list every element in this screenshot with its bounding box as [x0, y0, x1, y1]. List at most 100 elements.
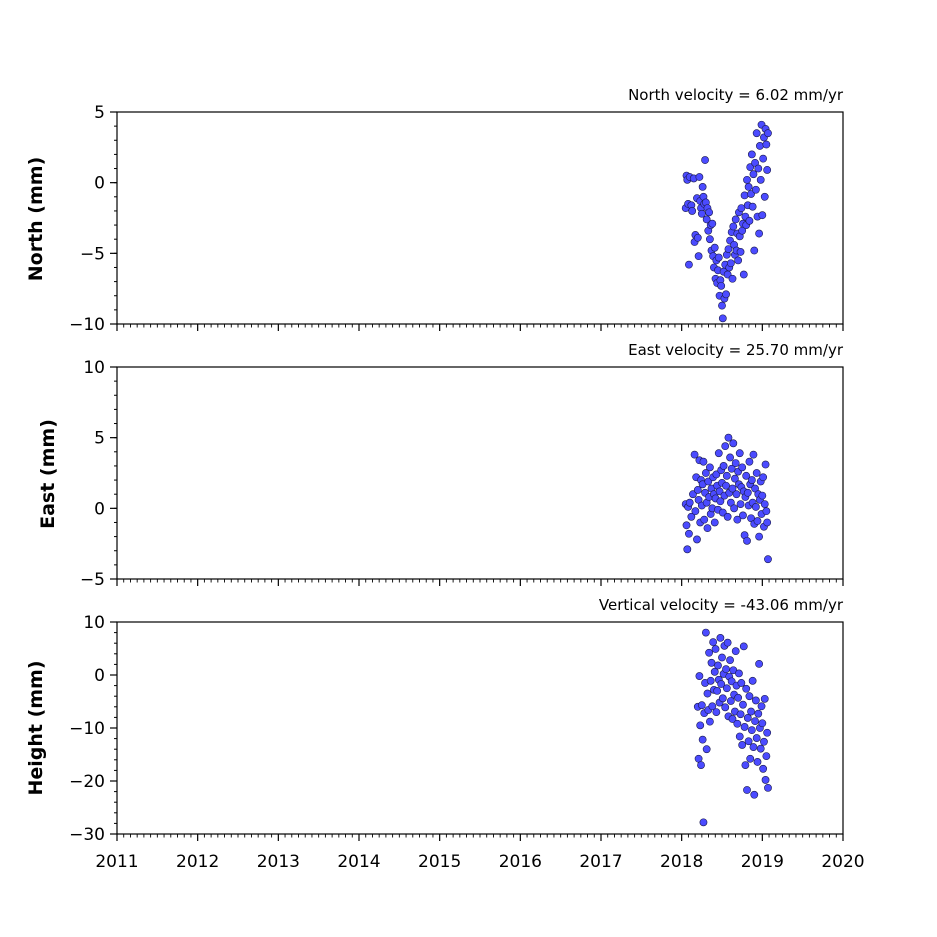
- data-point-north: [747, 150, 756, 159]
- data-point-height: [713, 687, 722, 695]
- data-point-height: [760, 694, 769, 703]
- data-point-north: [752, 129, 761, 138]
- data-point-north: [734, 256, 743, 265]
- panel-title-east: East velocity = 25.70 mm/yr: [628, 341, 844, 359]
- data-point-height: [718, 653, 726, 662]
- data-point-height: [714, 661, 722, 670]
- data-point-height: [696, 721, 705, 730]
- data-point-east: [731, 474, 739, 483]
- data-point-east: [724, 433, 733, 442]
- data-point-height: [761, 776, 770, 784]
- x-tick-label: 2013: [257, 852, 300, 872]
- y-tick-label: 5: [94, 429, 105, 449]
- data-point-height: [708, 702, 717, 711]
- y-tick-label: −30: [69, 825, 105, 845]
- data-point-east: [693, 486, 702, 494]
- data-point-north: [745, 216, 754, 225]
- x-tick-label: 2016: [499, 852, 542, 872]
- data-point-east: [685, 529, 693, 538]
- data-point-north: [706, 235, 714, 244]
- data-point-north: [763, 166, 772, 174]
- data-point-east: [728, 484, 737, 493]
- data-point-east: [683, 545, 692, 554]
- data-point-east: [726, 453, 734, 462]
- data-point-east: [739, 511, 747, 520]
- plot-area-height: 10 0 −10 −20 −30 2011 2012 2013 2014 2015 2016 2017…: [69, 613, 865, 872]
- data-point-east: [700, 515, 709, 524]
- data-point-east: [721, 442, 730, 451]
- data-point-height: [735, 669, 743, 678]
- data-point-north: [722, 290, 730, 299]
- data-point-height: [758, 719, 767, 728]
- data-point-east: [685, 498, 694, 507]
- data-point-height: [746, 754, 755, 763]
- data-point-height: [721, 703, 730, 712]
- data-point-height: [755, 659, 764, 668]
- data-point-height: [706, 676, 715, 685]
- y-tick-label: 5: [94, 103, 105, 123]
- data-point-east: [761, 460, 770, 469]
- data-point-height: [698, 735, 707, 744]
- data-point-height: [735, 732, 744, 741]
- data-point-height: [748, 676, 757, 685]
- data-point-east: [760, 500, 769, 508]
- data-point-height: [760, 737, 768, 746]
- data-point-east: [755, 532, 764, 541]
- data-point-east: [722, 481, 730, 490]
- panel-title-north: North velocity = 6.02 mm/yr: [628, 86, 844, 104]
- data-point-north: [759, 154, 768, 163]
- data-point-height: [733, 719, 742, 728]
- data-point-north: [756, 142, 764, 150]
- data-point-height: [699, 818, 708, 827]
- data-point-east: [701, 469, 710, 477]
- data-point-north: [737, 204, 746, 213]
- data-point-height: [751, 696, 760, 705]
- y-axis-label-height: Height (mm): [25, 660, 47, 795]
- y-tick-label: 0: [94, 666, 105, 686]
- data-point-north: [750, 246, 759, 255]
- y-tick-label: −10: [69, 719, 105, 739]
- data-point-north: [701, 156, 709, 164]
- data-point-north: [688, 207, 697, 215]
- data-point-height: [731, 647, 740, 656]
- data-point-east: [764, 555, 772, 564]
- data-point-east: [758, 491, 767, 500]
- data-point-height: [702, 745, 711, 754]
- data-point-east: [727, 464, 736, 473]
- data-point-height: [737, 679, 746, 687]
- x-tick-label: 2019: [741, 852, 784, 872]
- data-point-north: [685, 260, 693, 269]
- data-point-height: [706, 717, 714, 726]
- data-point-north: [758, 211, 767, 220]
- data-point-east: [719, 462, 728, 470]
- data-point-north: [751, 185, 760, 194]
- data-point-height: [712, 708, 721, 716]
- data-point-north: [718, 314, 727, 323]
- data-point-north: [731, 215, 740, 224]
- data-point-height: [747, 726, 756, 735]
- data-point-east: [693, 535, 701, 544]
- data-point-east: [729, 439, 738, 448]
- data-point-height: [697, 761, 705, 769]
- data-point-east: [742, 471, 751, 480]
- data-point-east: [716, 497, 725, 506]
- data-point-height: [757, 702, 766, 711]
- data-point-east: [749, 450, 758, 459]
- data-point-height: [749, 743, 758, 751]
- data-point-height: [701, 628, 710, 637]
- data-point-height: [753, 758, 762, 766]
- data-point-height: [764, 783, 772, 792]
- data-point-height: [743, 786, 751, 794]
- data-point-height: [747, 707, 755, 716]
- data-point-height: [756, 744, 765, 753]
- data-point-north: [764, 129, 772, 138]
- data-point-height: [739, 700, 747, 709]
- data-point-height: [709, 638, 718, 647]
- data-point-east: [753, 517, 762, 525]
- data-point-north: [760, 192, 769, 201]
- data-point-north: [755, 229, 764, 238]
- data-point-north: [714, 253, 723, 262]
- data-point-height: [754, 709, 763, 718]
- data-point-east: [714, 449, 723, 458]
